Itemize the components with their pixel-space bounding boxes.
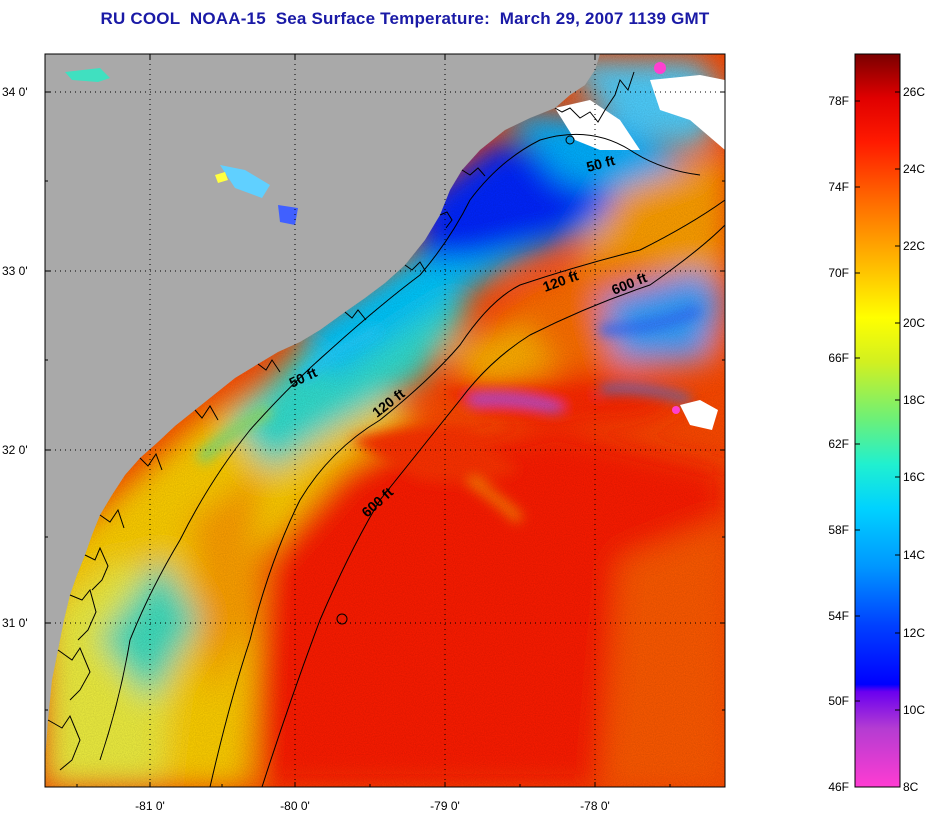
- colorbar-c-label: 14C: [903, 548, 925, 562]
- land-mass: [45, 54, 600, 760]
- colorbar-c-label: 12C: [903, 626, 925, 640]
- colorbar-c-label: 18C: [903, 393, 925, 407]
- colorbar-celsius-labels: 26C 24C 22C 20C 18C 16C 14C 12C 10C 8C: [903, 85, 925, 794]
- lat-label-34: 34 0': [2, 85, 28, 99]
- tick-marks: [45, 54, 725, 787]
- colorbar-c-label: 24C: [903, 162, 925, 176]
- colorbar-fahrenheit-labels: 78F 74F 70F 66F 62F 58F 54F 50F 46F: [828, 94, 849, 794]
- colorbar-c-label: 10C: [903, 703, 925, 717]
- isobath-120ft-line: [209, 199, 725, 787]
- lat-label-33: 33 0': [2, 264, 28, 278]
- map-panel: 34 0' 33 0' 32 0' 31 0' -81 0' -80 0' -7…: [2, 53, 726, 813]
- colorbar-c-label: 22C: [903, 239, 925, 253]
- longitude-labels: -81 0' -80 0' -79 0' -78 0': [135, 799, 610, 813]
- colorbar-f-label: 70F: [828, 266, 849, 280]
- sst-field: [45, 54, 725, 787]
- colorbar-f-label: 58F: [828, 523, 849, 537]
- isobath-label-50ft-north: 50 ft: [585, 152, 617, 175]
- lat-label-31: 31 0': [2, 616, 28, 630]
- colorbar-f-label: 50F: [828, 694, 849, 708]
- lon-label-81: -81 0': [135, 799, 165, 813]
- coastline: [47, 71, 635, 771]
- lon-label-80: -80 0': [280, 799, 310, 813]
- colorbar-ticks: [855, 91, 900, 711]
- isobath-600ft-line: [261, 224, 725, 787]
- lat-label-32: 32 0': [2, 443, 28, 457]
- colorbar-f-label: 78F: [828, 94, 849, 108]
- colorbar-c-label: 8C: [903, 780, 919, 794]
- map-frame: [44, 53, 726, 788]
- isobath-50ft-line: [99, 133, 701, 761]
- cloud-mask: [555, 62, 725, 430]
- inland-water-patches: [65, 68, 298, 225]
- map-title: RU COOL NOAA-15 Sea Surface Temperature:…: [100, 9, 710, 28]
- latitude-labels: 34 0' 33 0' 32 0' 31 0': [2, 85, 28, 630]
- colorbar-c-label: 20C: [903, 316, 925, 330]
- colorbar-gradient: [854, 53, 901, 788]
- colorbar-f-label: 66F: [828, 351, 849, 365]
- colorbar-c-label: 26C: [903, 85, 925, 99]
- graticule: [45, 54, 725, 787]
- colorbar-f-label: 54F: [828, 609, 849, 623]
- colorbar-f-label: 46F: [828, 780, 849, 794]
- colorbar-f-label: 74F: [828, 180, 849, 194]
- buoy-marker-icon: [336, 613, 348, 625]
- lon-label-78: -78 0': [580, 799, 610, 813]
- colorbar: 78F 74F 70F 66F 62F 58F 54F 50F 46F 26C …: [828, 53, 925, 794]
- isobath-lines: [99, 133, 725, 787]
- station-marker-icon: [565, 135, 575, 145]
- colorbar-c-label: 16C: [903, 470, 925, 484]
- colorbar-f-label: 62F: [828, 437, 849, 451]
- lon-label-79: -79 0': [430, 799, 460, 813]
